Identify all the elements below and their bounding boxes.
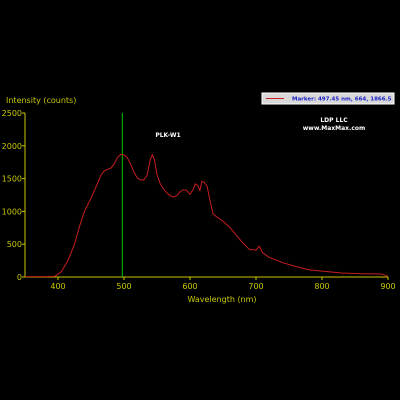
y-tick-label: 0 [17, 273, 22, 282]
y-axis-ticks: 0 500 1000 1500 2000 2500 [2, 109, 25, 282]
legend: Marker: 497.45 nm, 664, 1866.5 [261, 92, 395, 105]
x-tick-label: 500 [116, 282, 131, 291]
legend-label: Marker: 497.45 nm, 664, 1866.5 [292, 97, 392, 103]
x-tick-label: 800 [314, 282, 329, 291]
y-axis-label: Intensity (counts) [6, 96, 76, 105]
x-tick-label: 900 [380, 282, 395, 291]
y-tick-label: 1000 [2, 207, 22, 216]
x-tick-label: 600 [182, 282, 197, 291]
series-line [25, 153, 389, 278]
legend-box [261, 92, 395, 105]
y-tick-label: 500 [7, 240, 22, 249]
annotation-website: www.MaxMax.com [303, 125, 366, 132]
x-tick-label: 400 [50, 282, 65, 291]
annotation-company: LDP LLC [320, 117, 348, 124]
y-tick-label: 2000 [2, 142, 22, 151]
x-tick-label: 700 [248, 282, 263, 291]
y-tick-label: 1500 [2, 175, 22, 184]
x-axis-ticks: 400 500 600 700 800 900 [50, 277, 396, 291]
annotation-sample-name: PLK-W1 [155, 132, 180, 139]
x-axis-label: Wavelength (nm) [187, 295, 256, 304]
y-tick-label: 2500 [2, 109, 22, 118]
